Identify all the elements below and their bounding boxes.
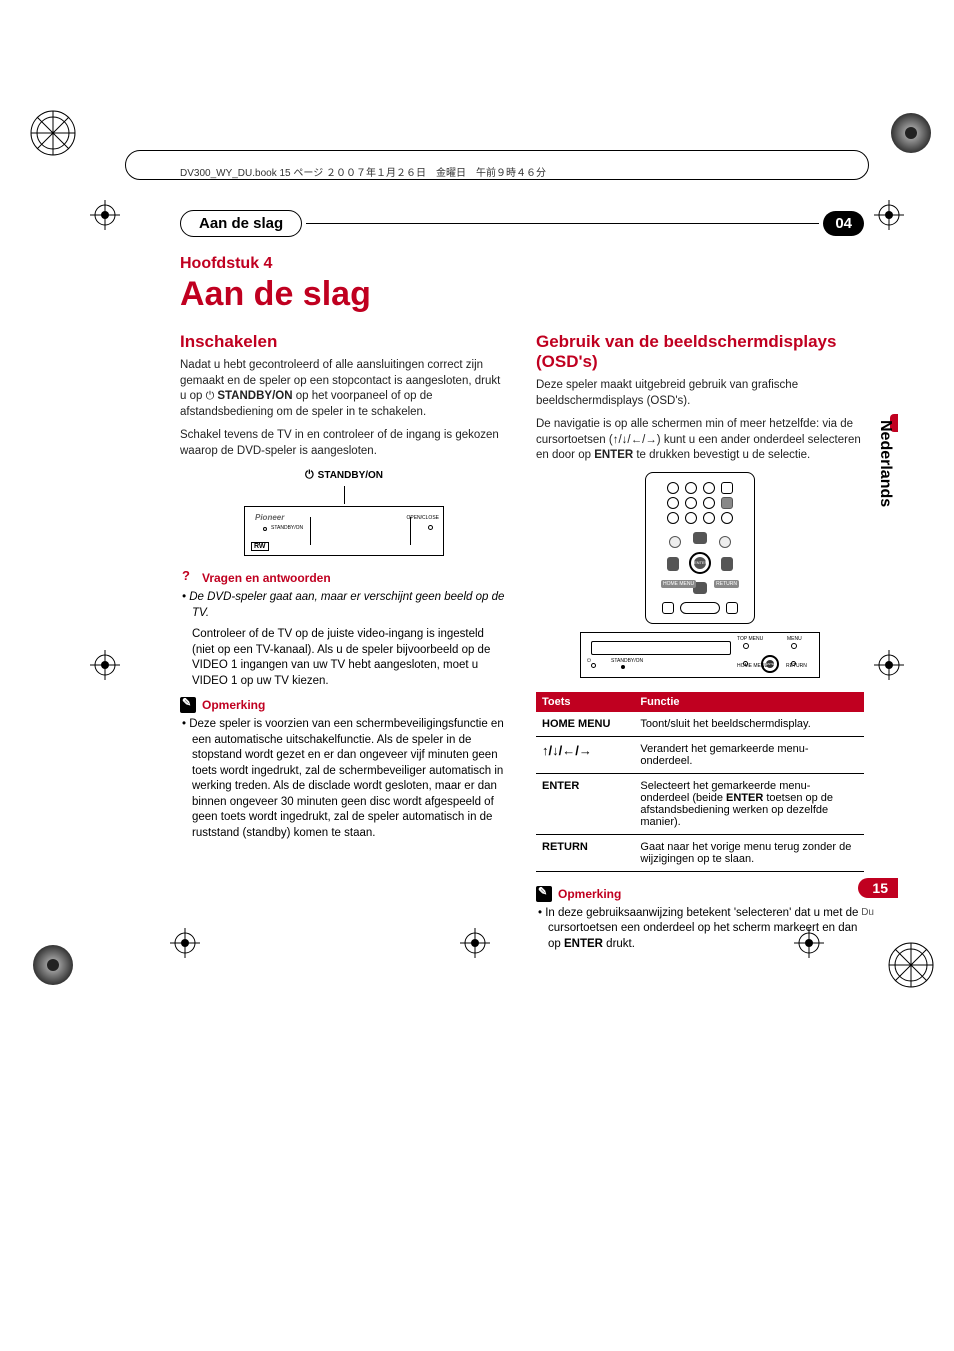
callout-line: [344, 486, 345, 504]
remote-diagram: ENTER HOME MENU RETURN: [645, 472, 755, 624]
section-number: 04: [823, 211, 864, 236]
question-icon: [180, 570, 196, 586]
remote-button: [721, 497, 733, 509]
remote-return-label: RETURN: [714, 580, 739, 588]
note-body: • Deze speler is voorzien van een scherm…: [180, 717, 508, 841]
remote-enter: ENTER: [694, 557, 706, 569]
standby-label: ⏻ STANDBY/ON: [180, 469, 508, 482]
table-row: HOME MENU Toont/sluit het beeldschermdis…: [536, 712, 864, 737]
note-heading: Opmerking: [536, 886, 864, 902]
page-lang-short: Du: [861, 907, 874, 918]
paragraph: Schakel tevens de TV in en controleer of…: [180, 428, 508, 459]
heading-inschakelen: Inschakelen: [180, 332, 508, 352]
faq-question: • De DVD-speler gaat aan, maar er versch…: [180, 590, 508, 621]
left-column: Inschakelen Nadat u hebt gecontroleerd o…: [180, 332, 508, 958]
paragraph: De navigatie is op alle schermen min of …: [536, 417, 864, 464]
side-language-tab: Nederlands: [876, 420, 894, 507]
device-brand: Pioneer: [255, 513, 284, 522]
table-value: Verandert het gemarkeerde menu-onderdeel…: [634, 736, 864, 773]
remote-dpad: ENTER HOME MENU RETURN: [665, 528, 735, 598]
device-front-diagram: Pioneer STANDBY/ON RW OPEN/CLOSE: [244, 506, 444, 556]
note-heading: Opmerking: [180, 697, 508, 713]
controls-table: Toets Functie HOME MENU Toont/sluit het …: [536, 692, 864, 872]
page-number: 15: [858, 878, 898, 898]
remote-home-label: HOME MENU: [661, 580, 696, 588]
table-header-row: Toets Functie: [536, 692, 864, 712]
table-key: ENTER: [536, 773, 634, 834]
power-icon: ⏻: [305, 469, 314, 482]
heading-osd: Gebruik van de beeldschermdisplays (OSD'…: [536, 332, 864, 372]
front-panel-diagram: TOP MENU MENU ⏻ STANDBY/ON HOME MENU ENT…: [580, 632, 820, 678]
table-value: Selecteert het gemarkeerde menu-onderdee…: [634, 773, 864, 834]
note-body: • In deze gebruiksaanwijzing betekent 's…: [536, 906, 864, 953]
paragraph: Deze speler maakt uitgebreid gebruik van…: [536, 378, 864, 409]
table-row: ENTER Selecteert het gemarkeerde menu-on…: [536, 773, 864, 834]
device-eject-label: OPEN/CLOSE: [406, 515, 439, 521]
table-value: Toont/sluit het beeldschermdisplay.: [634, 712, 864, 737]
pencil-icon: [180, 697, 196, 713]
pencil-icon: [536, 886, 552, 902]
section-rule: [306, 223, 819, 224]
section-title: Aan de slag: [180, 210, 302, 237]
table-key: ↑/↓/←/→: [536, 736, 634, 773]
right-column: Gebruik van de beeldschermdisplays (OSD'…: [536, 332, 864, 958]
chapter-label: Hoofdstuk 4: [180, 255, 864, 273]
table-header: Functie: [634, 692, 864, 712]
faq-heading: Vragen en antwoorden: [180, 570, 508, 586]
section-header: Aan de slag 04: [180, 210, 864, 237]
power-icon: ⏻: [206, 390, 218, 402]
table-row: RETURN Gaat naar het vorige menu terug z…: [536, 834, 864, 871]
device-rw-badge: RW: [251, 542, 269, 551]
table-value: Gaat naar het vorige menu terug zonder d…: [634, 834, 864, 871]
device-led-label: STANDBY/ON: [271, 525, 303, 531]
device-tray: [310, 517, 411, 545]
paragraph: Nadat u hebt gecontroleerd of alle aansl…: [180, 358, 508, 420]
table-row: ↑/↓/←/→ Verandert het gemarkeerde menu-o…: [536, 736, 864, 773]
faq-answer: Controleer of de TV op de juiste video-i…: [180, 627, 508, 689]
table-header: Toets: [536, 692, 634, 712]
table-key: RETURN: [536, 834, 634, 871]
device-led: [263, 527, 267, 531]
chapter-title: Aan de slag: [180, 275, 864, 314]
table-key: HOME MENU: [536, 712, 634, 737]
device-eject-button: [428, 525, 433, 530]
